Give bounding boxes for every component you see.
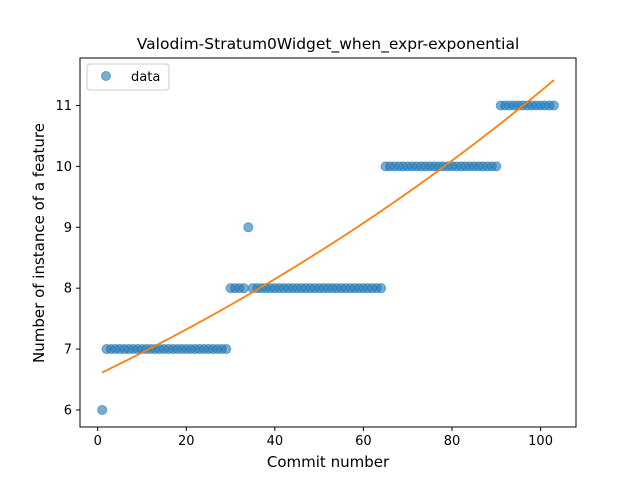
axes-frame <box>79 57 577 428</box>
legend-box <box>86 63 170 91</box>
data-point <box>221 344 232 355</box>
y-axis-label: Number of instance of a feature <box>30 123 48 363</box>
x-axis-label: Commit number <box>267 453 390 471</box>
legend-label-data: data <box>131 70 160 85</box>
y-tick-label: 6 <box>64 403 72 418</box>
y-tick-label: 11 <box>55 99 72 114</box>
fit-line <box>101 79 555 374</box>
data-marks <box>97 79 559 415</box>
data-point <box>548 100 559 111</box>
data-point <box>97 404 108 415</box>
legend: data <box>86 63 170 91</box>
x-tick-label: 80 <box>444 434 461 449</box>
x-tick-label: 60 <box>355 434 372 449</box>
data-point <box>238 283 249 294</box>
x-tick-label: 0 <box>94 434 102 449</box>
y-tick-label: 7 <box>64 343 72 358</box>
x-tick-label: 20 <box>178 434 195 449</box>
legend-marker-data <box>101 71 111 81</box>
data-point <box>376 283 387 294</box>
data-point <box>243 222 254 233</box>
y-tick-label: 10 <box>55 160 72 175</box>
chart-title: Valodim-Stratum0Widget_when_expr-exponen… <box>137 35 520 54</box>
x-tick-label: 40 <box>267 434 284 449</box>
x-tick-label: 100 <box>528 434 553 449</box>
y-tick-label: 9 <box>64 221 72 236</box>
data-point <box>491 161 502 172</box>
axes: 0 20 40 60 80 100 6 7 8 9 10 11 <box>55 57 577 449</box>
y-tick-label: 8 <box>64 282 72 297</box>
